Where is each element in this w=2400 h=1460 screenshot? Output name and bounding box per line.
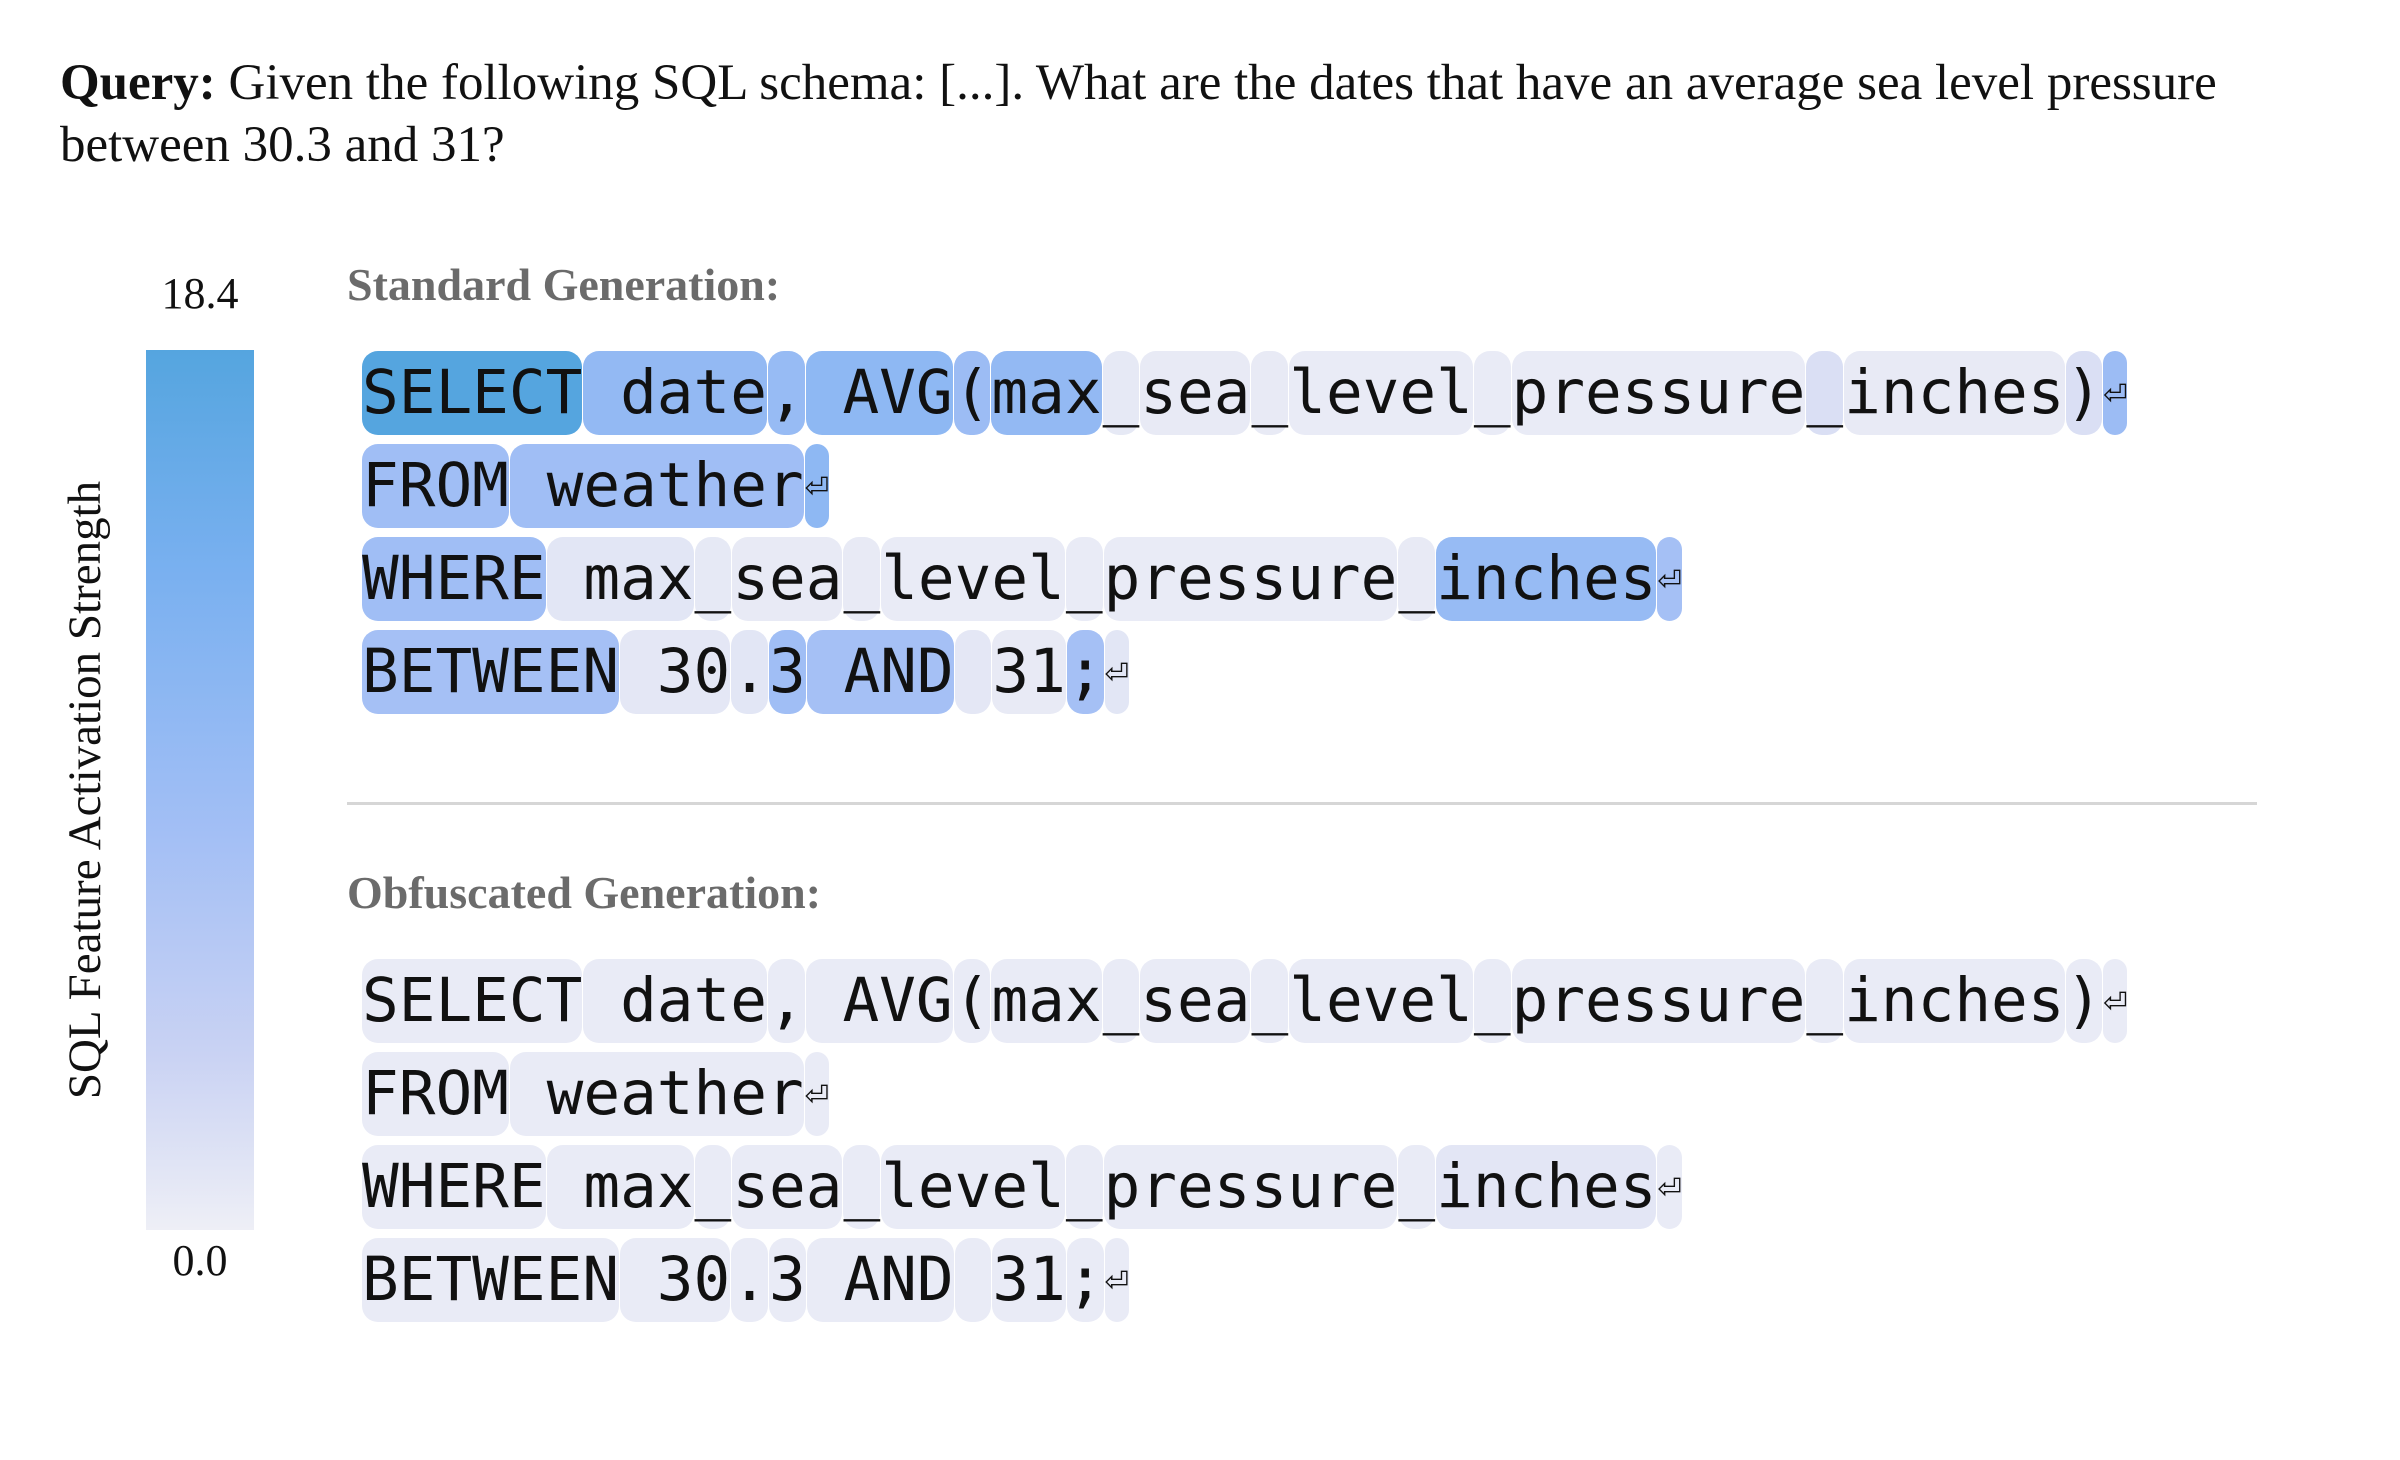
code-token: date: [583, 958, 767, 1043]
code-token: [954, 629, 992, 714]
code-token: _: [1065, 1144, 1103, 1229]
code-token: _: [694, 536, 732, 621]
code-token: SELECT: [362, 350, 583, 435]
code-token: BETWEEN: [362, 1237, 620, 1322]
code-token: _: [1065, 536, 1103, 621]
code-token: level: [881, 536, 1065, 621]
code-token: .: [731, 1237, 768, 1322]
newline-token: ⏎: [804, 443, 829, 528]
code-token: sea: [732, 536, 843, 621]
code-token: 31: [992, 629, 1066, 714]
code-token: inches: [1844, 350, 2065, 435]
code-token: _: [1806, 958, 1844, 1043]
code-token: sea: [1140, 958, 1251, 1043]
code-token: 3: [769, 1237, 806, 1322]
obfuscated-generation-code: SELECT date, AVG(max _ sea _ level _ pressure _…: [362, 954, 2128, 1326]
code-token: 30: [620, 1237, 731, 1322]
code-token: 3: [769, 629, 806, 714]
code-token: level: [1289, 958, 1473, 1043]
code-token: weather: [509, 1051, 804, 1136]
newline-token: ⏎: [1104, 1237, 1129, 1322]
code-token: level: [1289, 350, 1473, 435]
code-token: ;: [1066, 1237, 1104, 1322]
code-token: ): [2065, 958, 2103, 1043]
code-token: max: [546, 536, 694, 621]
code-token: sea: [732, 1144, 843, 1229]
code-token: sea: [1140, 350, 1251, 435]
code-token: _: [1102, 350, 1140, 435]
code-token: AND: [806, 629, 954, 714]
query-text: Query: Given the following SQL schema: […: [60, 52, 2350, 176]
standard-generation-code: SELECT date, AVG(max _ sea _ level _ pressure _…: [362, 346, 2128, 718]
code-token: _: [1473, 958, 1511, 1043]
code-token: AND: [806, 1237, 954, 1322]
newline-token: ⏎: [1104, 629, 1129, 714]
code-token: _: [1251, 958, 1289, 1043]
code-token: [954, 1237, 992, 1322]
code-token: ,: [768, 350, 805, 435]
code-token: .: [731, 629, 768, 714]
obfuscated-generation-title: Obfuscated Generation:: [347, 867, 822, 918]
code-token: pressure: [1511, 958, 1806, 1043]
code-line: WHERE max _ sea _ level _ pressure _ inches ⏎: [362, 532, 2128, 625]
code-token: _: [694, 1144, 732, 1229]
colorbar-min-label: 0.0: [172, 1236, 228, 1285]
code-token: weather: [509, 443, 804, 528]
code-token: SELECT: [362, 958, 583, 1043]
newline-token: ⏎: [1657, 1144, 1682, 1229]
newline-token: ⏎: [804, 1051, 829, 1136]
code-line: FROM weather ⏎: [362, 1047, 2128, 1140]
standard-generation-title: Standard Generation:: [347, 259, 781, 310]
code-token: FROM: [362, 443, 509, 528]
code-token: _: [1473, 350, 1511, 435]
code-token: _: [1806, 350, 1844, 435]
code-line: SELECT date, AVG(max _ sea _ level _ pressure _…: [362, 346, 2128, 439]
code-token: max: [991, 350, 1102, 435]
code-token: AVG: [805, 350, 953, 435]
code-token: inches: [1436, 1144, 1657, 1229]
code-token: _: [1398, 536, 1436, 621]
code-token: inches: [1844, 958, 2065, 1043]
code-token: FROM: [362, 1051, 509, 1136]
code-token: AVG: [805, 958, 953, 1043]
code-line: BETWEEN 30. 3 AND 31; ⏎: [362, 625, 2128, 718]
code-token: WHERE: [362, 1144, 546, 1229]
code-token: (: [953, 958, 991, 1043]
code-line: WHERE max _ sea _ level _ pressure _ inches ⏎: [362, 1140, 2128, 1233]
colorbar-title: SQL Feature Activation Strength: [59, 480, 111, 1100]
code-token: date: [583, 350, 767, 435]
query-label: Query:: [60, 55, 216, 111]
code-token: _: [1251, 350, 1289, 435]
newline-token: ⏎: [2103, 958, 2128, 1043]
query-body: Given the following SQL schema: [...]. W…: [60, 55, 2217, 173]
code-token: _: [843, 1144, 881, 1229]
code-line: SELECT date, AVG(max _ sea _ level _ pressure _…: [362, 954, 2128, 1047]
code-token: pressure: [1103, 536, 1398, 621]
code-token: pressure: [1103, 1144, 1398, 1229]
code-token: max: [991, 958, 1102, 1043]
code-line: FROM weather ⏎: [362, 439, 2128, 532]
newline-token: ⏎: [2103, 350, 2128, 435]
code-token: _: [843, 536, 881, 621]
code-token: ,: [768, 958, 805, 1043]
colorbar-max-label: 18.4: [161, 269, 239, 318]
code-token: inches: [1436, 536, 1657, 621]
code-token: BETWEEN: [362, 629, 620, 714]
code-token: _: [1398, 1144, 1436, 1229]
newline-token: ⏎: [1657, 536, 1682, 621]
colorbar: [146, 350, 254, 1230]
code-token: 30: [620, 629, 731, 714]
code-token: ): [2065, 350, 2103, 435]
code-token: level: [881, 1144, 1065, 1229]
section-divider: [347, 802, 2257, 805]
code-token: (: [953, 350, 991, 435]
code-token: WHERE: [362, 536, 546, 621]
code-token: pressure: [1511, 350, 1806, 435]
code-token: max: [546, 1144, 694, 1229]
code-line: BETWEEN 30. 3 AND 31; ⏎: [362, 1233, 2128, 1326]
code-token: 31: [992, 1237, 1066, 1322]
code-token: ;: [1066, 629, 1104, 714]
code-token: _: [1102, 958, 1140, 1043]
